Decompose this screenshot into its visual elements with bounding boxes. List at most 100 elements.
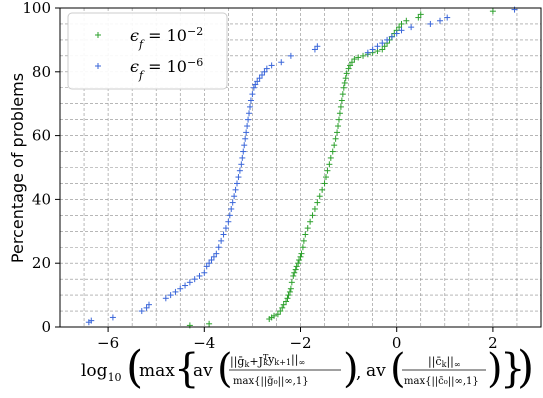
svg-text:): ): [343, 346, 359, 392]
data-point-series-1: [384, 36, 391, 43]
data-point-series-0: [342, 75, 349, 82]
y-tick-label: 20: [32, 254, 51, 272]
data-point-series-1: [182, 282, 189, 289]
data-point-series-1: [444, 14, 451, 21]
data-point-series-0: [329, 148, 336, 155]
data-point-series-1: [314, 43, 321, 50]
data-point-series-0: [284, 295, 291, 302]
data-point-series-1: [408, 24, 415, 31]
data-point-series-1: [241, 142, 248, 149]
data-point-series-1: [254, 78, 261, 85]
data-point-series-0: [341, 79, 348, 86]
data-point-series-1: [246, 110, 253, 117]
legend-marker-eps-6: [95, 63, 101, 69]
data-point-series-0: [332, 135, 339, 142]
data-point-series-1: [436, 17, 443, 24]
y-axis-label: Percentage of problems: [8, 73, 27, 263]
data-point-series-1: [263, 65, 270, 72]
data-point-series-1: [235, 174, 242, 181]
svg-text:}: }: [500, 346, 525, 392]
data-point-series-1: [172, 288, 179, 295]
legend-label-eps-6: ϵf = 10−6: [130, 56, 203, 82]
data-point-series-0: [300, 237, 307, 244]
y-tick-label: 80: [32, 63, 51, 81]
data-point-series-0: [304, 225, 311, 232]
data-point-series-1: [393, 30, 400, 37]
data-point-series-0: [288, 279, 295, 286]
data-point-series-0: [297, 253, 304, 260]
data-point-series-0: [326, 161, 333, 168]
data-point-series-0: [327, 154, 334, 161]
data-point-series-0: [339, 91, 346, 98]
data-marks: [85, 6, 518, 329]
data-point-series-0: [286, 288, 293, 295]
data-point-series-0: [287, 285, 294, 292]
data-point-series-0: [314, 199, 321, 206]
svg-text:max: max: [139, 361, 175, 381]
data-point-series-1: [369, 46, 376, 53]
data-point-series-0: [338, 97, 345, 104]
data-point-series-1: [231, 193, 238, 200]
data-point-series-0: [322, 174, 329, 181]
data-point-series-0: [298, 250, 305, 257]
data-point-series-0: [334, 129, 341, 136]
y-tick-label: 60: [32, 127, 51, 145]
data-point-series-1: [222, 225, 229, 232]
data-point-series-0: [381, 43, 388, 50]
data-point-series-1: [238, 161, 245, 168]
data-point-series-0: [360, 52, 367, 59]
data-point-series-1: [252, 81, 259, 88]
data-point-series-0: [355, 54, 362, 61]
data-point-series-0: [316, 193, 323, 200]
data-point-series-1: [245, 116, 252, 123]
data-point-series-1: [206, 260, 213, 267]
data-point-series-1: [240, 148, 247, 155]
svg-text:(: (: [390, 346, 406, 392]
legend-plus-marker: [95, 63, 101, 69]
data-point-series-1: [511, 6, 518, 13]
data-point-series-1: [242, 135, 249, 142]
data-point-series-1: [218, 237, 225, 244]
data-point-series-1: [379, 40, 386, 47]
data-point-series-0: [417, 11, 424, 18]
data-point-series-0: [293, 263, 300, 270]
data-point-series-0: [340, 84, 347, 91]
data-point-series-0: [309, 212, 316, 219]
data-point-series-1: [427, 20, 434, 27]
data-point-series-0: [307, 218, 314, 225]
data-point-series-0: [321, 180, 328, 187]
data-point-series-1: [215, 244, 222, 251]
data-point-series-1: [145, 301, 152, 308]
data-point-series-1: [229, 199, 236, 206]
data-point-series-1: [232, 186, 239, 193]
data-point-series-0: [335, 116, 342, 123]
data-point-series-1: [398, 27, 405, 34]
data-point-series-0: [335, 123, 342, 130]
legend-label-eps-2: ϵf = 10−2: [130, 25, 203, 51]
legend-marker-eps-2: [95, 32, 101, 38]
data-point-series-1: [162, 295, 169, 302]
data-point-series-1: [167, 292, 174, 299]
data-point-series-1: [191, 276, 198, 283]
data-point-series-1: [374, 43, 381, 50]
x-tick-label: −4: [193, 334, 215, 352]
data-point-series-0: [415, 14, 422, 21]
data-point-series-1: [226, 212, 233, 219]
data-point-series-1: [261, 68, 268, 75]
svg-text:log10: log10: [81, 361, 122, 384]
data-point-series-1: [138, 308, 145, 315]
svg-text:max{||c̄₀||∞,1}: max{||c̄₀||∞,1}: [404, 376, 479, 387]
data-point-series-0: [398, 20, 405, 27]
data-point-series-0: [302, 231, 309, 238]
y-tick-label: 100: [22, 0, 51, 17]
data-point-series-0: [324, 167, 331, 174]
data-point-series-1: [388, 33, 395, 40]
data-point-series-0: [337, 103, 344, 110]
data-point-series-1: [364, 49, 371, 56]
data-point-series-1: [213, 250, 220, 257]
svg-text:(: (: [217, 346, 233, 392]
data-point-series-0: [319, 186, 326, 193]
svg-text:{: {: [174, 346, 199, 392]
y-tick-label: 0: [41, 318, 51, 336]
x-tick-label: 2: [488, 334, 498, 352]
